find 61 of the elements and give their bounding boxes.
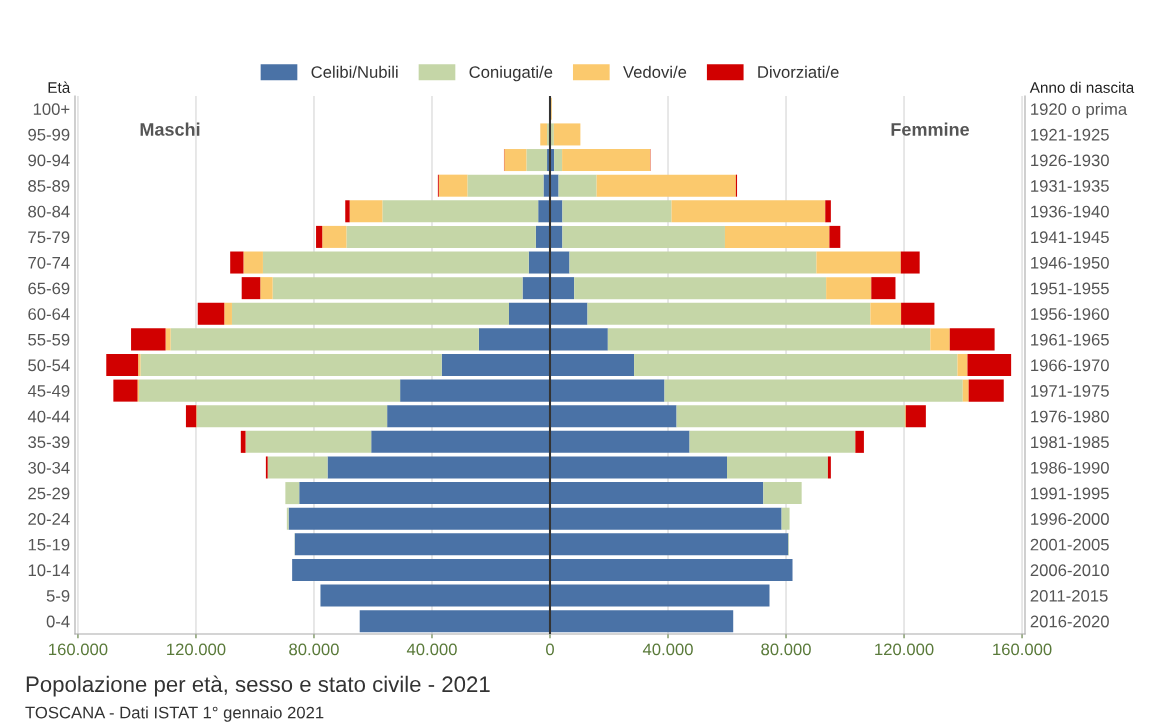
y-tick-label: 50-54	[28, 359, 70, 372]
y2-tick-label: 1956-1960	[1031, 308, 1109, 320]
y-tick-label: 0-4	[46, 615, 70, 628]
y2-tick-label: 2016-2020	[1030, 615, 1109, 628]
y2-tick-label: 1936-1940	[1031, 205, 1109, 218]
text: TOSCANA - Dati ISTAT 1° gennaio 2021	[25, 706, 324, 722]
y2-tick-label: 1926-1930	[1031, 154, 1109, 167]
x-tick-label: 80.000	[289, 643, 339, 656]
legend-label: Coniugati/e	[469, 65, 553, 82]
x-tick-label: 0	[546, 643, 554, 656]
y-tick-label: 70-74	[28, 256, 70, 269]
y2-tick-label: 1971-1975	[1031, 385, 1109, 397]
y-tick-label: 75-79	[28, 231, 70, 244]
x-tick-label: 120.000	[167, 643, 226, 656]
y2-tick-label: 1931-1935	[1031, 180, 1109, 192]
y-axis-title: Età	[48, 81, 71, 93]
x-tick-label: 160.000	[49, 643, 108, 656]
y-tick-label: 10-14	[28, 564, 70, 577]
y2-tick-label: 1991-1995	[1031, 487, 1109, 500]
legend-label: Divorziati/e	[758, 65, 839, 78]
y-tick-label: 100+	[33, 103, 70, 116]
y-tick-label: 20-24	[28, 513, 70, 525]
x-tick-label: 120.000	[875, 643, 934, 656]
x-tick-label: 40.000	[642, 643, 693, 656]
y2-tick-label: 2001-2005	[1030, 538, 1109, 551]
y-tick-label: 30-34	[28, 461, 70, 474]
y-tick-label: 85-89	[28, 180, 70, 192]
y2-tick-label: 1951-1955	[1031, 282, 1109, 295]
y-tick-label: 55-59	[28, 333, 70, 346]
y2-tick-label: 1966-1970	[1031, 359, 1109, 372]
legend-label: Celibi/Nubili	[311, 65, 398, 78]
text: Popolazione per età, sesso e stato civile - 2021	[26, 675, 490, 697]
y2-tick-label: 1961-1965	[1031, 333, 1109, 346]
y-tick-label: 35-39	[28, 436, 70, 449]
y2-tick-label: 1986-1990	[1031, 461, 1109, 474]
y-tick-label: 45-49	[27, 385, 70, 397]
x-tick-label: 40.000	[406, 643, 457, 656]
y2-tick-label: 1981-1985	[1031, 436, 1109, 449]
y-tick-label: 80-84	[28, 205, 70, 218]
x-tick-label: 80.000	[761, 643, 811, 656]
y-tick-label: 5-9	[46, 589, 70, 602]
y2-tick-label: 1946-1950	[1031, 256, 1109, 269]
legend-label: Vedovi/e	[623, 65, 687, 78]
annotation: Maschi	[140, 122, 200, 136]
y-tick-label: 65-69	[28, 282, 70, 295]
y-tick-label: 40-44	[27, 410, 70, 423]
y-tick-label: 95-99	[28, 128, 70, 141]
y2-axis-title: Anno di nascita	[1029, 81, 1135, 93]
y2-tick-label: 1921-1925	[1031, 128, 1109, 141]
y2-tick-label: 2006-2010	[1030, 564, 1109, 577]
y-tick-label: 60-64	[28, 308, 70, 320]
y-tick-label: 15-19	[28, 538, 70, 551]
y2-tick-label: 1941-1945	[1031, 231, 1109, 244]
y2-tick-label: 2011-2015	[1030, 589, 1108, 602]
y2-tick-label: 1976-1980	[1031, 410, 1109, 423]
y-tick-label: 25-29	[28, 487, 70, 500]
x-tick-label: 160.000	[993, 643, 1052, 656]
y-tick-label: 90-94	[28, 154, 70, 167]
y2-tick-label: 1996-2000	[1031, 513, 1109, 525]
y2-tick-label: 1920 o prima	[1031, 102, 1128, 119]
annotation: Femmine	[891, 122, 970, 136]
